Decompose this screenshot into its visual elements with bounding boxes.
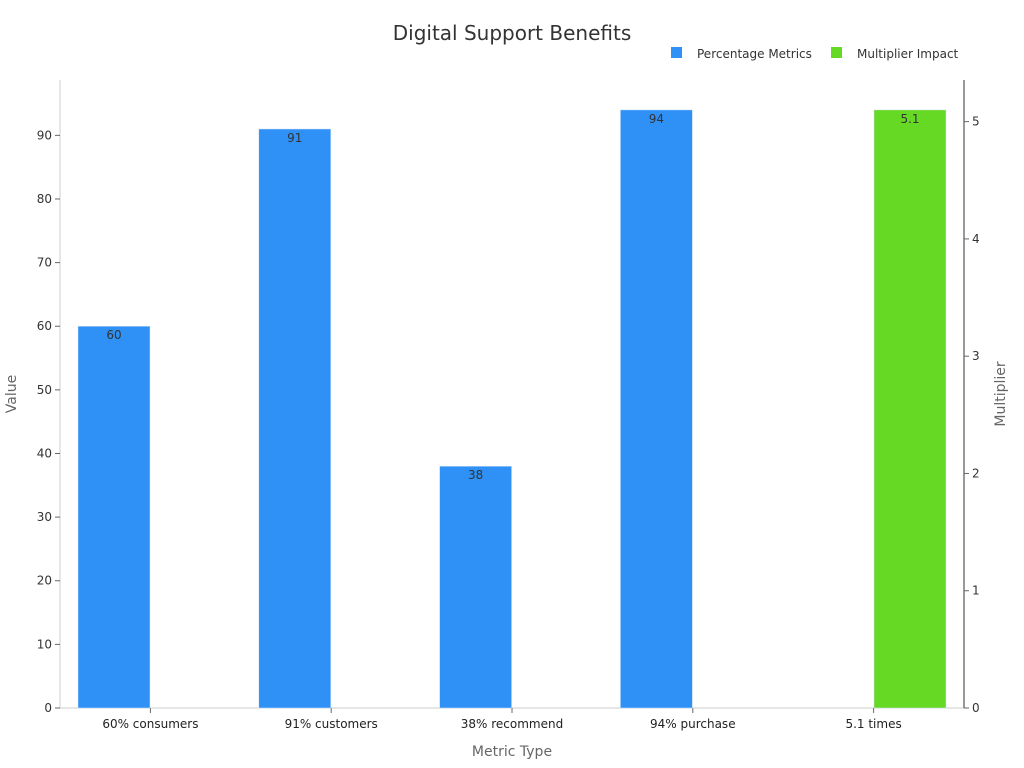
legend: Percentage Metrics Multiplier Impact bbox=[671, 47, 959, 61]
y-tick-label: 70 bbox=[37, 256, 52, 270]
y-tick-label: 80 bbox=[37, 192, 52, 206]
x-tick-label: 91% customers bbox=[285, 717, 378, 731]
y-tick-label: 90 bbox=[37, 128, 52, 142]
y-tick-label: 0 bbox=[44, 701, 52, 715]
y2-tick-label: 1 bbox=[972, 584, 980, 598]
y2-axis-label: Multiplier bbox=[993, 361, 1009, 427]
y-tick-label: 60 bbox=[37, 319, 52, 333]
plot-area: 0 10 20 30 40 50 60 70 80 90 0 1 2 3 4 5 60% consumers 91… bbox=[37, 80, 980, 731]
y-tick-label: 10 bbox=[37, 637, 52, 651]
y2-tick-label: 3 bbox=[972, 349, 980, 363]
y-tick-label: 30 bbox=[37, 510, 52, 524]
y-tick-label: 20 bbox=[37, 574, 52, 588]
bar-multiplier bbox=[873, 109, 947, 709]
y2-tick-label: 0 bbox=[972, 701, 980, 715]
bar-percentage bbox=[77, 325, 151, 709]
data-label: 38 bbox=[468, 468, 483, 482]
x-tick-label: 38% recommend bbox=[461, 717, 563, 731]
data-label: 5.1 bbox=[900, 112, 919, 126]
bar-percentage bbox=[439, 465, 512, 709]
legend-label-multiplier: Multiplier Impact bbox=[857, 47, 959, 61]
data-label: 60 bbox=[106, 328, 121, 342]
y2-tick-label: 5 bbox=[972, 115, 980, 129]
bar-percentage bbox=[258, 128, 332, 709]
bar-percentage bbox=[620, 109, 693, 709]
x-tick-label: 60% consumers bbox=[102, 717, 198, 731]
data-label: 94 bbox=[649, 112, 664, 126]
y-tick-label: 50 bbox=[37, 383, 52, 397]
legend-swatch-multiplier bbox=[831, 47, 842, 58]
y2-tick-label: 2 bbox=[972, 466, 980, 480]
y-axis-label: Value bbox=[4, 375, 20, 413]
x-axis-label: Metric Type bbox=[472, 744, 552, 760]
x-tick-label: 94% purchase bbox=[650, 717, 736, 731]
legend-label-percentage: Percentage Metrics bbox=[697, 47, 812, 61]
x-tick-label: 5.1 times bbox=[845, 717, 901, 731]
legend-swatch-percentage bbox=[671, 47, 682, 58]
y-tick-label: 40 bbox=[37, 446, 52, 460]
y2-tick-label: 4 bbox=[972, 232, 980, 246]
data-label: 91 bbox=[287, 131, 302, 145]
chart-title: Digital Support Benefits bbox=[393, 21, 632, 45]
